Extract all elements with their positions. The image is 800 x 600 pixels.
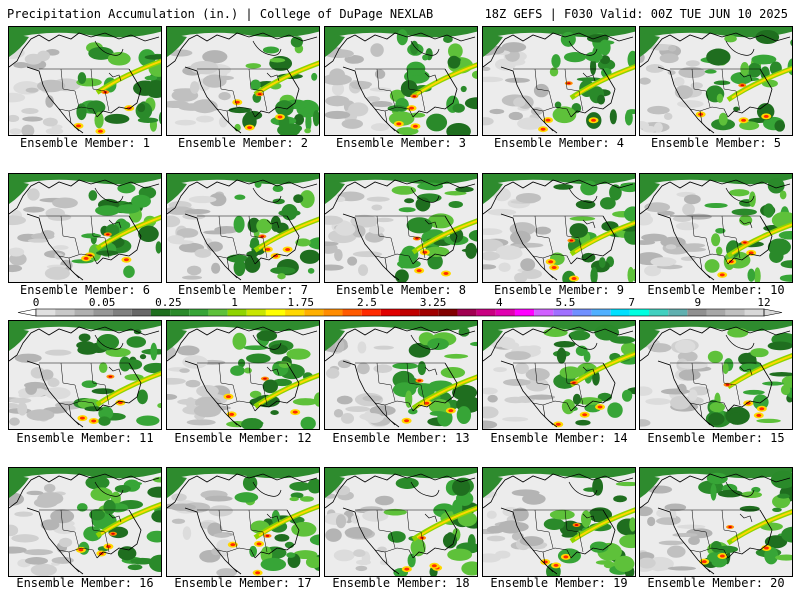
- colorbar-swatch: [438, 309, 458, 316]
- colorbar-swatch: [649, 309, 669, 316]
- colorbar-swatch: [93, 309, 113, 316]
- colorbar-swatch: [227, 309, 247, 316]
- colorbar-swatch: [131, 309, 151, 316]
- ensemble-member-label: Ensemble Member: 17: [174, 576, 312, 590]
- colorbar-tick-label: 12: [757, 296, 771, 309]
- ensemble-member-map: [324, 26, 478, 136]
- colorbar-swatch: [725, 309, 745, 316]
- ensemble-member-label: Ensemble Member: 19: [490, 576, 628, 590]
- ensemble-member-map: [482, 173, 636, 283]
- ensemble-member-label: Ensemble Member: 11: [16, 431, 154, 445]
- colorbar-swatch: [457, 309, 477, 316]
- ensemble-member-label: Ensemble Member: 8: [335, 283, 467, 297]
- colorbar-max-arrow: [763, 308, 783, 317]
- colorbar-swatch: [629, 309, 650, 316]
- colorbar-swatch: [744, 309, 764, 316]
- colorbar-swatch: [304, 309, 324, 316]
- colorbar-swatch: [36, 309, 56, 316]
- ensemble-member-label: Ensemble Member: 4: [493, 136, 625, 150]
- run-valid-time: 18Z GEFS | F030 Valid: 00Z TUE JUN 10 20…: [484, 7, 788, 21]
- colorbar-swatch: [534, 309, 554, 316]
- map-title: Precipitation Accumulation (in.) | Colle…: [7, 7, 434, 21]
- colorbar-tick-label: 9: [694, 296, 702, 309]
- ensemble-member-label: Ensemble Member: 14: [490, 431, 628, 445]
- colorbar-min-arrow: [17, 308, 37, 317]
- ensemble-member-map: [324, 320, 478, 430]
- ensemble-member-label: Ensemble Member: 7: [177, 283, 309, 297]
- ensemble-member-label: Ensemble Member: 2: [177, 136, 309, 150]
- ensemble-member-map: [166, 320, 320, 430]
- colorbar-swatch: [495, 309, 515, 316]
- colorbar-tick-label: 2.5: [356, 296, 377, 309]
- colorbar-swatch: [514, 309, 535, 316]
- colorbar-swatch: [189, 309, 209, 316]
- colorbar-tick-label: 5.5: [555, 296, 576, 309]
- ensemble-member-label: Ensemble Member: 3: [335, 136, 467, 150]
- colorbar-swatch: [74, 309, 94, 316]
- ensemble-member-map: [8, 173, 162, 283]
- colorbar-swatch: [553, 309, 573, 316]
- ensemble-member-map: [482, 26, 636, 136]
- colorbar-swatch: [150, 309, 171, 316]
- colorbar-swatch: [323, 309, 343, 316]
- ensemble-member-map: [324, 467, 478, 577]
- ensemble-member-map: [639, 320, 793, 430]
- ensemble-member-map: [8, 26, 162, 136]
- colorbar-swatch: [610, 309, 630, 316]
- colorbar-swatch: [208, 309, 228, 316]
- colorbar-swatch: [342, 309, 362, 316]
- colorbar-swatch: [668, 309, 688, 316]
- colorbar-tick-label: 0: [32, 296, 40, 309]
- colorbar-swatch: [361, 309, 381, 316]
- ensemble-member-map: [639, 173, 793, 283]
- colorbar-swatch: [706, 309, 726, 316]
- colorbar-swatch: [265, 309, 286, 316]
- colorbar-swatch: [380, 309, 400, 316]
- ensemble-member-map: [166, 173, 320, 283]
- colorbar-tick-label: 1: [231, 296, 238, 309]
- colorbar-tick-label: 4: [495, 296, 503, 309]
- ensemble-member-label: Ensemble Member: 16: [16, 576, 154, 590]
- ensemble-member-map: [166, 467, 320, 577]
- ensemble-member-map: [8, 467, 162, 577]
- ensemble-member-map: [166, 26, 320, 136]
- precipitation-colorbar: [17, 308, 783, 317]
- colorbar-swatch: [246, 309, 266, 316]
- ensemble-member-label: Ensemble Member: 1: [19, 136, 151, 150]
- colorbar-tick-label: 0.25: [155, 296, 182, 309]
- colorbar-tick-label: 0.05: [88, 296, 116, 309]
- ensemble-member-map: [324, 173, 478, 283]
- colorbar-tick-label: 1.75: [287, 296, 314, 309]
- ensemble-member-label: Ensemble Member: 10: [647, 283, 785, 297]
- colorbar-tick-label: 7: [628, 296, 635, 309]
- ensemble-member-map: [639, 26, 793, 136]
- colorbar-swatch: [687, 309, 707, 316]
- ensemble-member-label: Ensemble Member: 20: [647, 576, 785, 590]
- colorbar-swatch: [572, 309, 592, 316]
- colorbar-swatch: [285, 309, 305, 316]
- ensemble-member-label: Ensemble Member: 6: [19, 283, 151, 297]
- colorbar-swatch: [476, 309, 496, 316]
- colorbar-swatch: [55, 309, 75, 316]
- colorbar-swatch: [591, 309, 611, 316]
- ensemble-member-label: Ensemble Member: 18: [332, 576, 470, 590]
- colorbar-swatch: [419, 309, 439, 316]
- colorbar-swatch: [112, 309, 132, 316]
- ensemble-member-label: Ensemble Member: 12: [174, 431, 312, 445]
- colorbar-swatch: [170, 309, 190, 316]
- ensemble-member-map: [639, 467, 793, 577]
- ensemble-member-map: [482, 467, 636, 577]
- ensemble-member-label: Ensemble Member: 9: [493, 283, 625, 297]
- colorbar-tick-label: 3.25: [419, 296, 447, 309]
- ensemble-member-label: Ensemble Member: 15: [647, 431, 785, 445]
- colorbar-swatch: [400, 309, 420, 316]
- ensemble-member-map: [482, 320, 636, 430]
- ensemble-member-map: [8, 320, 162, 430]
- ensemble-member-label: Ensemble Member: 5: [650, 136, 782, 150]
- ensemble-member-label: Ensemble Member: 13: [332, 431, 470, 445]
